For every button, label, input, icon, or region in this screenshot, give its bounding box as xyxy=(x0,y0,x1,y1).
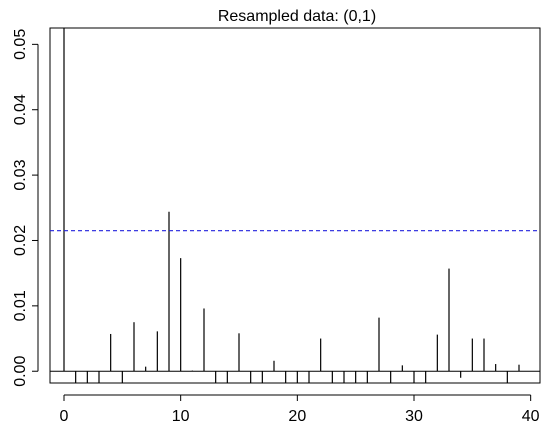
x-tick-label: 10 xyxy=(172,408,190,425)
chart-title: Resampled data: (0,1) xyxy=(218,8,376,25)
y-tick-label: 0.00 xyxy=(12,356,29,387)
x-axis: 0 10 20 30 40 xyxy=(60,394,540,425)
x-tick-label: 30 xyxy=(405,408,423,425)
data-marks xyxy=(50,28,540,383)
y-tick-label: 0.04 xyxy=(12,94,29,125)
y-tick-label: 0.03 xyxy=(12,159,29,190)
x-tick-label: 20 xyxy=(288,408,306,425)
y-tick-label: 0.05 xyxy=(12,29,29,60)
y-tick-label: 0.02 xyxy=(12,225,29,256)
x-tick-label: 40 xyxy=(522,408,540,425)
plot-frame xyxy=(49,27,541,384)
y-axis: 0.00 0.01 0.02 0.03 0.04 0.05 xyxy=(12,29,39,387)
x-tick-label: 0 xyxy=(60,408,69,425)
y-tick-label: 0.01 xyxy=(12,290,29,321)
